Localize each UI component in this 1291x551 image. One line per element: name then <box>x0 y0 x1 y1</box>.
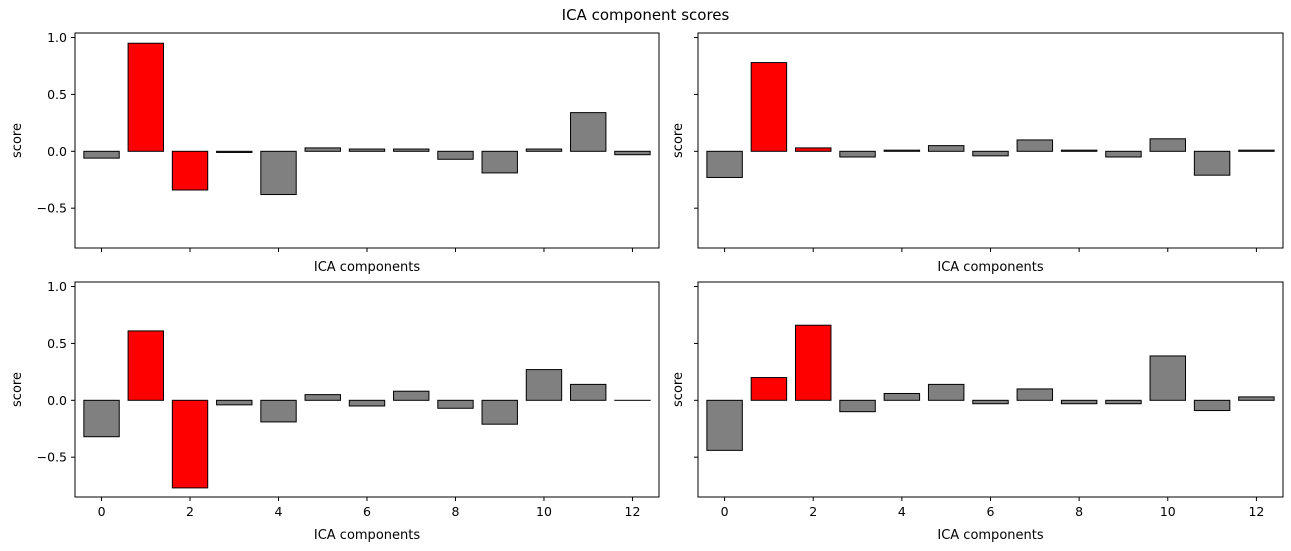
subplot-2: −0.5 0.0 0.5 1.0 0 2 4 6 8 10 12 ICA components scor… <box>10 279 660 543</box>
bar-4 <box>260 150 297 196</box>
bar-10 <box>525 369 563 401</box>
bar-9 <box>481 150 518 174</box>
bar-4 <box>883 392 921 401</box>
bar-1 <box>127 42 164 152</box>
bar-8 <box>1060 399 1098 405</box>
bar-7 <box>1016 139 1054 152</box>
xtick-label-3: 6 <box>987 504 995 519</box>
bar-4 <box>883 149 921 152</box>
figure-title: ICA component scores <box>561 6 730 24</box>
xtick-label-0: 0 <box>721 504 729 519</box>
bar-10 <box>1149 138 1186 152</box>
bar-5 <box>927 383 965 401</box>
bar-6 <box>348 148 386 152</box>
bar-5 <box>927 145 965 152</box>
ytick-label-1: 0.0 <box>47 144 67 159</box>
ytick-label-3: 1.0 <box>47 279 67 294</box>
bar-1 <box>127 330 164 401</box>
bar-1 <box>750 377 788 401</box>
bar-8 <box>437 150 474 160</box>
bar-3 <box>839 150 876 158</box>
bar-12 <box>1238 396 1275 401</box>
x-axis-label: ICA components <box>314 260 420 275</box>
ytick-label-0: −0.5 <box>37 201 67 216</box>
bar-2 <box>171 150 209 191</box>
bar-12 <box>1238 149 1275 152</box>
y-axis-label: score <box>671 123 686 158</box>
bar-12 <box>614 150 651 156</box>
bar-3 <box>216 150 253 153</box>
bar-7 <box>1016 388 1054 401</box>
bar-6 <box>348 399 386 407</box>
bar-7 <box>393 390 430 401</box>
bar-0 <box>83 150 120 159</box>
ytick-label-0: −0.5 <box>37 450 67 465</box>
xtick-label-1: 2 <box>186 504 194 519</box>
x-axis-label: ICA components <box>314 528 420 543</box>
bar-11 <box>570 383 607 401</box>
bar-8 <box>437 399 474 409</box>
bar-4 <box>260 399 297 423</box>
bar-8 <box>1060 149 1098 152</box>
bar-11 <box>1193 150 1231 176</box>
xtick-label-3: 6 <box>363 504 371 519</box>
ytick-label-3: 1.0 <box>47 30 67 45</box>
bar-3 <box>216 399 253 406</box>
x-axis-label: ICA components <box>937 528 1043 543</box>
bar-2 <box>795 147 832 152</box>
x-axis-label: ICA components <box>937 260 1043 275</box>
bar-0 <box>706 150 743 178</box>
bar-1 <box>750 62 788 152</box>
bar-9 <box>1105 150 1142 158</box>
subplot-0: −0.5 0.0 0.5 1.0 ICA components score <box>10 30 660 275</box>
bar-6 <box>972 150 1009 157</box>
xtick-label-5: 10 <box>1160 504 1176 519</box>
ytick-label-2: 0.5 <box>47 336 67 351</box>
xtick-label-2: 4 <box>275 504 283 519</box>
bar-0 <box>83 399 120 438</box>
xtick-label-4: 8 <box>1075 504 1083 519</box>
bar-2 <box>795 324 832 401</box>
bar-9 <box>481 399 518 425</box>
bar-11 <box>1193 399 1231 412</box>
y-axis-label: score <box>10 372 25 407</box>
bar-5 <box>304 394 341 401</box>
xtick-label-6: 12 <box>625 504 641 519</box>
y-axis-label: score <box>671 372 686 407</box>
xtick-label-2: 4 <box>898 504 906 519</box>
subplot-3: 0 2 4 6 8 10 12 ICA components score <box>671 281 1284 543</box>
xtick-label-6: 12 <box>1248 504 1264 519</box>
bar-9 <box>1105 399 1142 405</box>
bar-7 <box>393 148 430 152</box>
xtick-label-0: 0 <box>98 504 106 519</box>
xtick-label-4: 8 <box>452 504 460 519</box>
subplot-1: ICA components score <box>671 32 1284 275</box>
bar-10 <box>1149 355 1186 401</box>
bar-11 <box>570 112 607 152</box>
xtick-label-1: 2 <box>809 504 817 519</box>
bar-6 <box>972 399 1009 405</box>
bar-10 <box>525 148 563 152</box>
y-axis-label: score <box>10 123 25 158</box>
xtick-label-5: 10 <box>536 504 552 519</box>
bar-5 <box>304 147 341 152</box>
bar-3 <box>839 399 876 413</box>
bar-2 <box>171 399 209 489</box>
ytick-label-1: 0.0 <box>47 393 67 408</box>
bar-0 <box>706 399 743 451</box>
ytick-label-2: 0.5 <box>47 87 67 102</box>
